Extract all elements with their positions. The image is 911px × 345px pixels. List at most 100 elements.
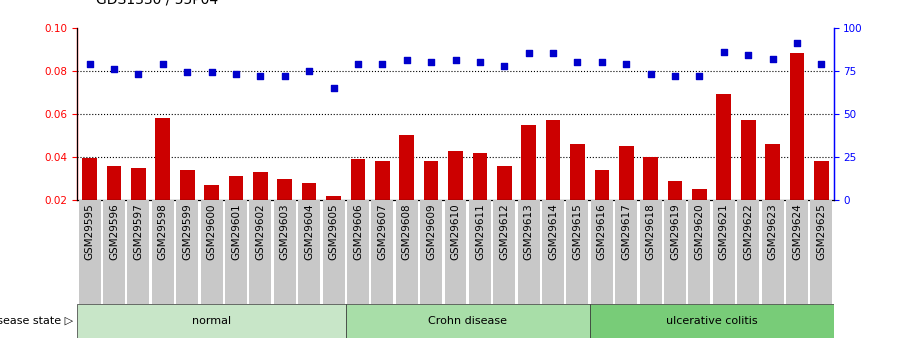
Text: GSM29624: GSM29624 [792,203,802,260]
Text: GSM29617: GSM29617 [621,203,631,260]
Point [326,85,341,91]
Bar [589,304,834,338]
Bar [420,200,442,304]
Text: GSM29607: GSM29607 [377,203,387,260]
Text: GSM29614: GSM29614 [548,203,558,260]
Text: GSM29597: GSM29597 [133,203,143,260]
Bar [542,200,564,304]
Point [668,73,682,79]
Bar [326,196,341,243]
Point [131,71,146,77]
Bar [77,304,346,338]
Bar [692,189,707,243]
Bar [567,200,589,304]
Bar [762,200,783,304]
Point [302,68,316,73]
Bar [156,118,170,243]
Bar [179,170,195,243]
Text: GSM29625: GSM29625 [816,203,826,260]
Bar [521,125,536,243]
Point [717,49,732,55]
Bar [128,200,149,304]
Bar [229,176,243,243]
Bar [351,159,365,243]
Bar [347,200,369,304]
Bar [250,200,271,304]
Bar [716,95,732,243]
Text: ulcerative colitis: ulcerative colitis [666,316,757,326]
Text: GSM29611: GSM29611 [475,203,485,260]
Bar [152,200,174,304]
Point [643,71,658,77]
Bar [494,200,516,304]
Point [399,58,414,63]
Text: GSM29595: GSM29595 [85,203,95,260]
Bar [424,161,438,243]
Bar [253,172,268,243]
Point [570,59,585,65]
Text: GDS1330 / 55P04: GDS1330 / 55P04 [96,0,218,7]
Text: Crohn disease: Crohn disease [428,316,507,326]
Point [278,73,292,79]
Legend: transformed count, percentile rank within the sample: transformed count, percentile rank withi… [90,344,305,345]
Text: GSM29605: GSM29605 [329,203,339,260]
Text: GSM29616: GSM29616 [597,203,607,260]
Bar [278,179,292,243]
Bar [643,157,658,243]
Bar [204,185,219,243]
Bar [712,200,735,304]
Bar [664,200,686,304]
Bar [811,200,833,304]
Bar [445,200,466,304]
Bar [375,161,390,243]
Bar [786,200,808,304]
Bar [103,200,125,304]
Bar [741,120,755,243]
Bar [615,200,637,304]
Bar [595,170,609,243]
Point [790,40,804,46]
Bar [395,200,418,304]
Bar [668,181,682,243]
Text: GSM29618: GSM29618 [646,203,656,260]
Point [156,61,170,67]
Bar [469,200,491,304]
Bar [78,200,100,304]
Bar [176,200,199,304]
Bar [765,144,780,243]
Point [741,52,755,58]
Point [204,70,219,75]
Point [497,63,512,68]
Point [814,61,829,67]
Text: GSM29599: GSM29599 [182,203,192,260]
Bar [790,53,804,243]
Point [473,59,487,65]
Bar [274,200,296,304]
Bar [473,152,487,243]
Point [521,51,536,56]
Bar [399,136,414,243]
Bar [591,200,613,304]
Bar [619,146,633,243]
Bar [640,200,661,304]
Text: GSM29621: GSM29621 [719,203,729,260]
Bar [107,166,121,243]
Text: GSM29619: GSM29619 [670,203,680,260]
Point [448,58,463,63]
Text: normal: normal [192,316,231,326]
Text: GSM29600: GSM29600 [207,203,217,260]
Bar [448,150,463,243]
Point [107,66,121,72]
Bar [517,200,539,304]
Bar [372,200,394,304]
Text: GSM29622: GSM29622 [743,203,753,260]
Text: GSM29613: GSM29613 [524,203,534,260]
Point [179,70,194,75]
Point [351,61,365,67]
Bar [346,304,589,338]
Bar [689,200,711,304]
Bar [546,120,560,243]
Point [765,56,780,61]
Point [82,61,97,67]
Bar [497,166,512,243]
